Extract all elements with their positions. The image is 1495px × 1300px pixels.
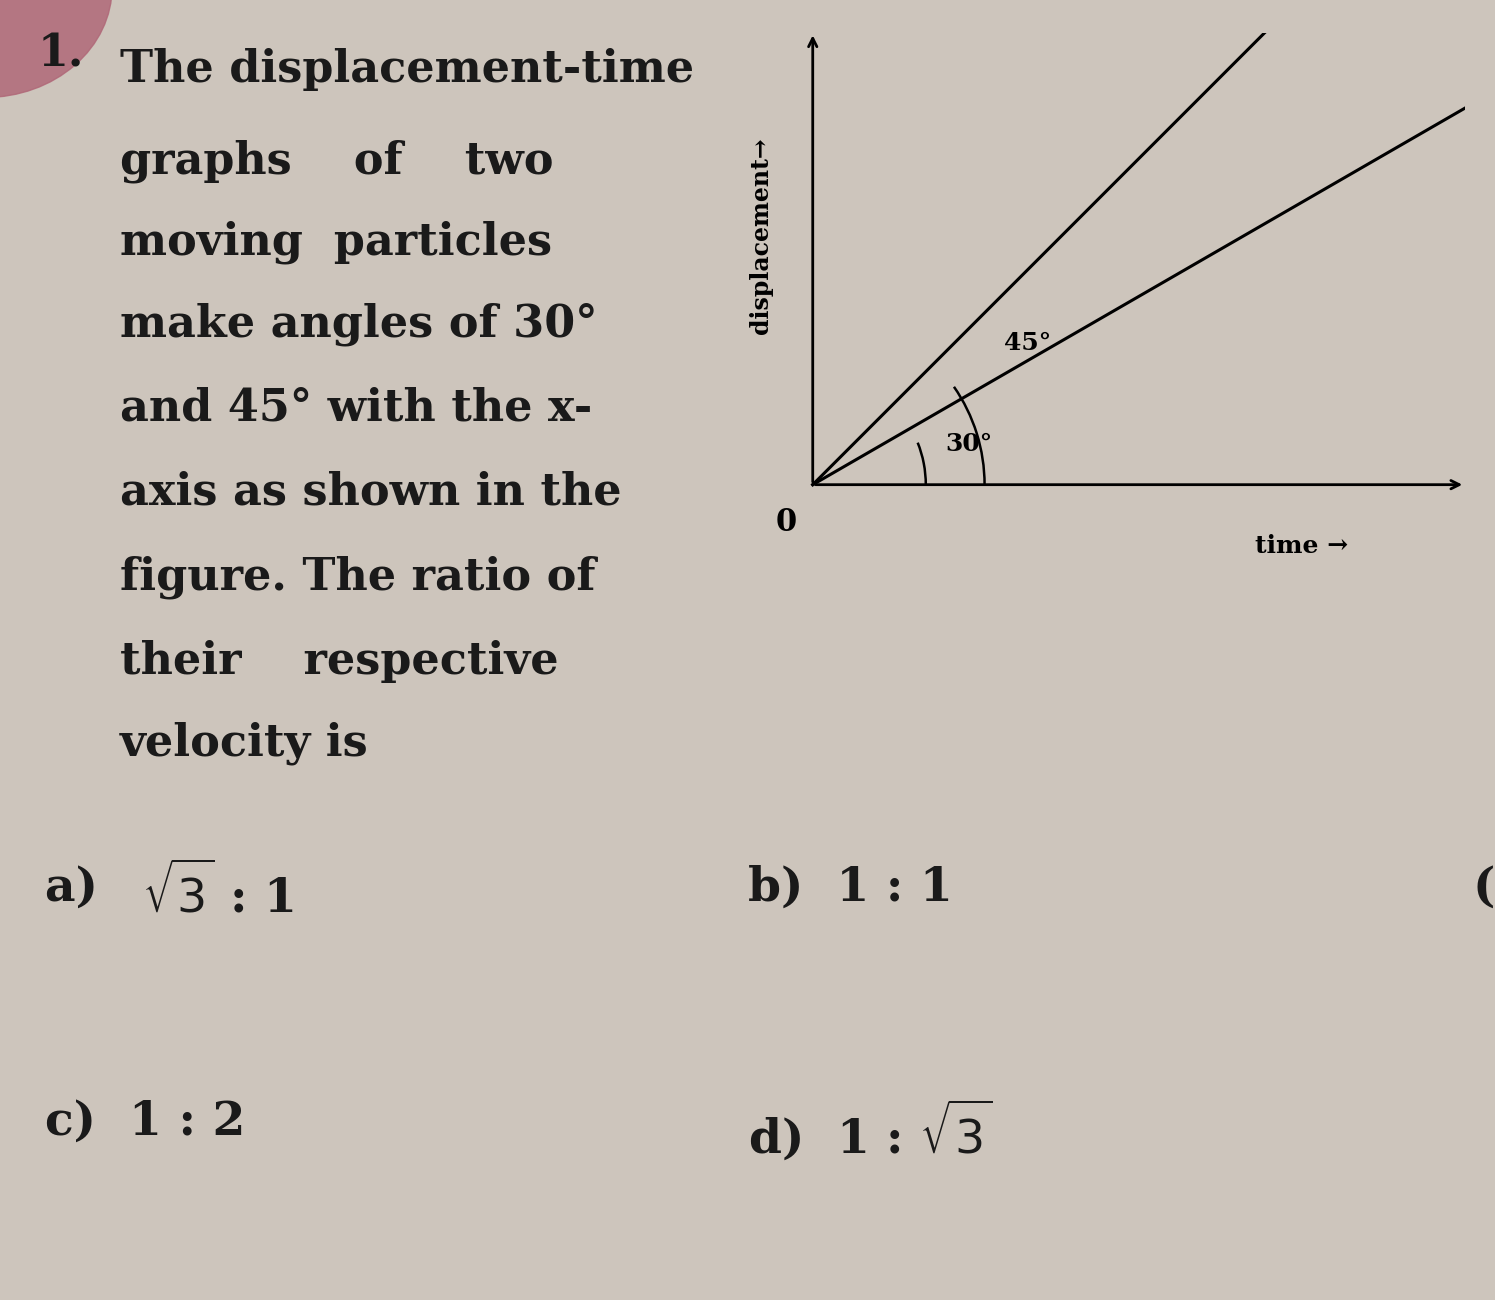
Text: displacement→: displacement→ <box>749 138 773 334</box>
Text: b)  1 : 1: b) 1 : 1 <box>748 864 952 910</box>
Text: time →: time → <box>1256 534 1348 559</box>
Text: 0: 0 <box>776 507 797 538</box>
Text: axis as shown in the: axis as shown in the <box>120 471 622 514</box>
Circle shape <box>0 0 112 98</box>
Text: $\sqrt{3}$ : 1: $\sqrt{3}$ : 1 <box>142 864 293 923</box>
Text: 45°: 45° <box>1003 332 1051 355</box>
Text: moving  particles: moving particles <box>120 221 552 264</box>
Text: 1.: 1. <box>37 32 84 75</box>
Text: d)  1 : $\sqrt{3}$: d) 1 : $\sqrt{3}$ <box>748 1098 993 1164</box>
Text: The displacement-time: The displacement-time <box>120 48 694 91</box>
Text: figure. The ratio of: figure. The ratio of <box>120 555 595 598</box>
Text: their    respective: their respective <box>120 640 558 683</box>
Text: a): a) <box>45 864 132 910</box>
Text: (2: (2 <box>1473 864 1495 910</box>
Text: graphs    of    two: graphs of two <box>120 139 553 182</box>
Text: velocity is: velocity is <box>120 722 368 764</box>
Text: c)  1 : 2: c) 1 : 2 <box>45 1098 245 1144</box>
Text: make angles of 30°: make angles of 30° <box>120 303 597 346</box>
Text: and 45° with the x-: and 45° with the x- <box>120 386 592 429</box>
Text: 30°: 30° <box>945 432 993 455</box>
